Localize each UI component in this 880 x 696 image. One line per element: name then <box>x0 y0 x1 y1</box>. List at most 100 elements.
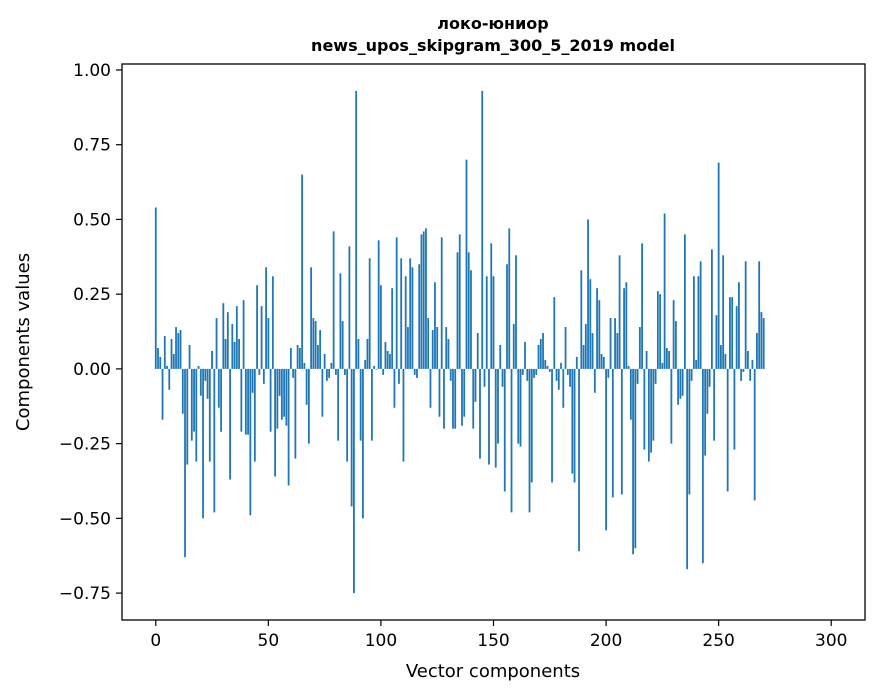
y-tick-label: 1.00 <box>73 61 111 81</box>
bar <box>753 368 756 501</box>
bar <box>190 368 193 441</box>
bar <box>353 368 355 594</box>
bar <box>638 327 641 369</box>
bar <box>220 368 222 432</box>
bar <box>328 368 331 378</box>
bar <box>314 321 317 369</box>
bar <box>346 368 349 462</box>
bar <box>731 297 734 369</box>
x-tick-label: 0 <box>150 631 161 651</box>
bar <box>224 339 227 369</box>
bar <box>618 255 621 369</box>
bar <box>217 368 220 408</box>
bar <box>413 368 416 375</box>
bar <box>391 288 394 369</box>
bar <box>665 347 668 369</box>
bar <box>611 368 614 498</box>
bar <box>429 368 432 408</box>
bar <box>508 228 511 369</box>
bar <box>325 368 328 381</box>
bar <box>452 368 454 429</box>
bar <box>711 249 713 369</box>
y-tick-label: 0.00 <box>73 360 111 380</box>
bar <box>312 318 315 369</box>
bar <box>465 159 468 369</box>
bar <box>663 213 666 369</box>
y-tick-label: −0.75 <box>59 584 111 604</box>
bar <box>280 368 283 420</box>
bar <box>524 342 526 369</box>
y-tick-label: 0.25 <box>73 285 111 305</box>
bar <box>231 324 234 369</box>
bar <box>267 318 270 369</box>
bar <box>330 362 333 369</box>
bar <box>726 368 729 492</box>
bar <box>287 368 290 486</box>
bar <box>409 258 412 369</box>
bar <box>704 368 707 456</box>
bar <box>407 327 409 369</box>
bar <box>348 246 351 369</box>
bar <box>733 368 736 450</box>
bar <box>206 368 209 399</box>
bar <box>260 306 263 369</box>
bar <box>447 339 450 369</box>
bar <box>506 264 508 369</box>
bar <box>751 359 754 369</box>
bar <box>339 273 342 369</box>
bar <box>697 276 700 369</box>
bar <box>276 368 279 429</box>
bar <box>521 368 524 375</box>
x-axis-ticks: 0 50 100 150 200 250 300 <box>150 620 847 651</box>
bar <box>688 368 691 495</box>
bar <box>686 368 689 570</box>
bar <box>490 243 493 369</box>
bar <box>427 318 430 369</box>
bar <box>238 339 240 369</box>
bar <box>683 234 686 369</box>
bar <box>528 368 531 513</box>
bar <box>519 368 522 447</box>
bar <box>652 368 655 441</box>
bar <box>614 318 616 369</box>
bar <box>371 368 373 441</box>
bar <box>708 368 711 387</box>
bar <box>713 368 716 441</box>
bar <box>499 344 502 369</box>
x-tick-label: 250 <box>702 631 734 651</box>
bar <box>548 368 551 372</box>
bar <box>620 368 623 495</box>
bar <box>609 318 612 369</box>
bar <box>738 282 740 369</box>
bar <box>188 344 191 369</box>
bar <box>398 368 400 384</box>
bar <box>584 324 587 369</box>
bar <box>202 368 204 519</box>
bar <box>294 368 297 459</box>
bar <box>553 297 556 369</box>
bar <box>154 207 157 369</box>
bar <box>668 350 671 369</box>
bar <box>242 300 245 369</box>
bar <box>569 368 571 387</box>
bar <box>699 261 702 369</box>
bar <box>517 368 520 444</box>
bar <box>535 368 538 375</box>
bar <box>357 339 360 369</box>
bar <box>587 219 589 369</box>
bar <box>323 353 326 369</box>
bar <box>422 231 425 369</box>
bar <box>555 368 558 381</box>
bar <box>526 368 529 381</box>
bar <box>240 368 243 432</box>
bar <box>364 359 367 369</box>
bar <box>166 365 168 369</box>
bar <box>253 368 256 462</box>
bar <box>416 368 418 378</box>
bar <box>566 368 569 375</box>
bar <box>672 300 675 369</box>
bar <box>393 368 396 408</box>
bar <box>656 291 659 369</box>
